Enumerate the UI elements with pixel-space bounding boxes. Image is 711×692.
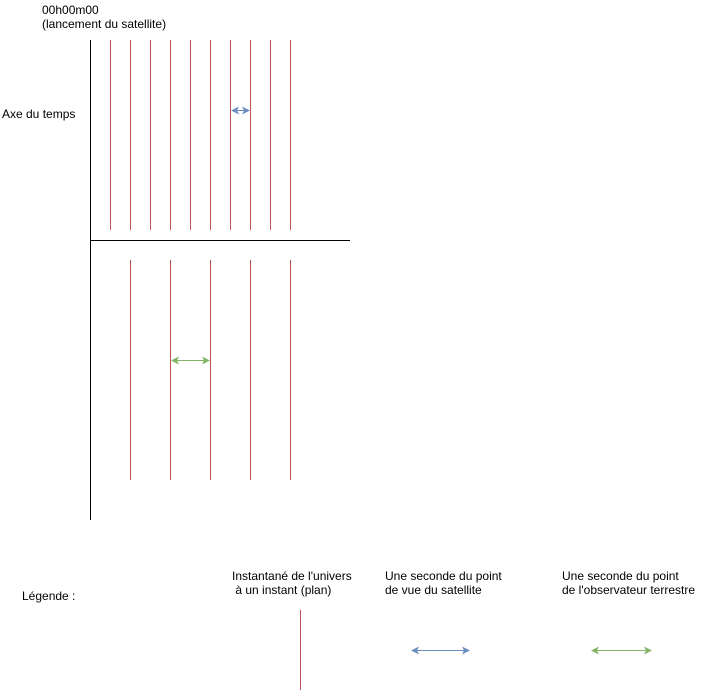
legend-instant-label-line2: à un instant (plan) [232, 583, 332, 597]
time-axis-label: Axe du temps [2, 107, 76, 121]
legend-instant-label-line1: Instantané de l'univers [232, 569, 352, 583]
launch-note-label: (lancement du satellite) [42, 17, 167, 31]
legend-earth-label-line2: de l'observateur terrestre [562, 583, 696, 597]
legend-title: Légende : [22, 589, 76, 603]
earth-instants [130, 260, 291, 480]
legend-earth-label-line1: Une seconde du point [562, 569, 679, 583]
launch-time-label: 00h00m00 [42, 3, 99, 17]
legend-satellite-label-line2: de vue du satellite [385, 583, 482, 597]
satellite-instants [110, 40, 291, 230]
legend-satellite-label-line1: Une seconde du point [385, 569, 502, 583]
